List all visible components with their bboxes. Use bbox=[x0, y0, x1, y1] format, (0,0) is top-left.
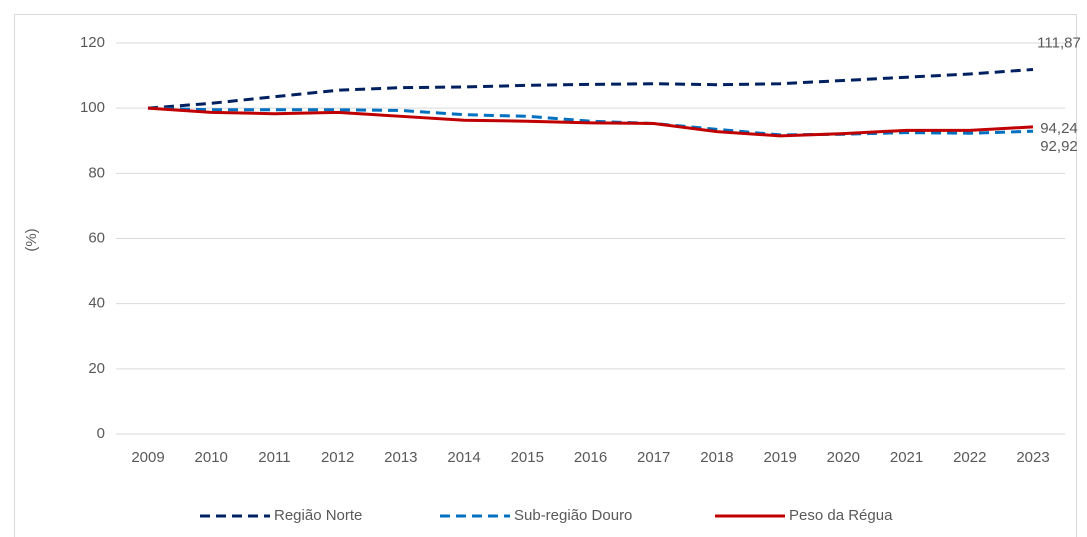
series-line bbox=[147, 106, 1034, 137]
chart-border bbox=[14, 14, 1077, 537]
x-tick-label: 2015 bbox=[511, 449, 544, 466]
x-tick-label: 2010 bbox=[195, 449, 228, 466]
data-label: 92,92 bbox=[1040, 138, 1078, 155]
series-line bbox=[147, 106, 1034, 138]
legend-label: Região Norte bbox=[274, 507, 362, 524]
x-tick-label: 2014 bbox=[447, 449, 480, 466]
y-axis-label: (%) bbox=[23, 228, 40, 251]
x-tick-label: 2013 bbox=[384, 449, 417, 466]
data-label: 94,24 bbox=[1040, 120, 1078, 137]
y-tick-label: 0 bbox=[97, 425, 105, 442]
x-tick-label: 2011 bbox=[258, 449, 290, 466]
y-tick-label: 100 bbox=[80, 99, 105, 116]
y-tick-label: 80 bbox=[88, 164, 105, 181]
x-tick-label: 2017 bbox=[637, 449, 670, 466]
x-tick-label: 2018 bbox=[700, 449, 733, 466]
legend-label: Peso da Régua bbox=[789, 507, 893, 524]
x-tick-label: 2012 bbox=[321, 449, 354, 466]
y-tick-label: 60 bbox=[88, 229, 105, 246]
legend-label: Sub-região Douro bbox=[514, 507, 632, 524]
y-tick-label: 120 bbox=[80, 34, 105, 51]
x-tick-label: 2020 bbox=[827, 449, 860, 466]
x-tick-label: 2021 bbox=[890, 449, 923, 466]
y-tick-label: 20 bbox=[88, 360, 105, 377]
x-tick-label: 2009 bbox=[131, 449, 164, 466]
y-tick-label: 40 bbox=[88, 295, 105, 312]
series-line bbox=[147, 67, 1034, 110]
x-tick-label: 2022 bbox=[953, 449, 986, 466]
x-tick-label: 2023 bbox=[1016, 449, 1049, 466]
x-tick-label: 2016 bbox=[574, 449, 607, 466]
data-label: 111,87 bbox=[1037, 34, 1081, 51]
x-tick-label: 2019 bbox=[763, 449, 796, 466]
